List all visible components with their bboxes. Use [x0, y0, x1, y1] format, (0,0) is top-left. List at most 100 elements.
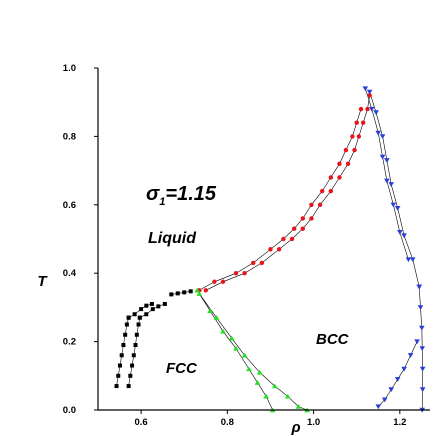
square-marker [175, 291, 180, 296]
square-marker [126, 384, 131, 389]
square-marker [124, 322, 129, 327]
square-marker [132, 312, 137, 317]
circle-marker [345, 161, 351, 166]
circle-marker [365, 106, 370, 112]
square-marker [116, 373, 121, 378]
circle-marker [328, 188, 334, 194]
square-marker [123, 332, 128, 337]
plot-frame [97, 68, 430, 411]
triangle-down-marker [417, 305, 424, 310]
triangle-down-marker [379, 134, 386, 139]
square-marker [144, 303, 149, 308]
triangle-down-marker [381, 397, 388, 403]
series-line [205, 95, 370, 291]
triangle-down-marker [397, 229, 403, 235]
circle-marker [268, 247, 273, 252]
series-line [378, 341, 418, 407]
triangle-up-marker [233, 345, 239, 351]
triangle-down-marker [394, 377, 401, 382]
triangle-down-marker [407, 353, 414, 358]
triangle-down-marker [366, 89, 373, 95]
triangle-down-marker [405, 257, 412, 263]
triangle-down-marker [416, 284, 423, 290]
triangle-down-marker [384, 178, 390, 184]
axis-ticks: 0.6 0.8 1.0 1.2 0.0 0.2 0.4 0.6 0.8 1.0 [63, 63, 407, 428]
circle-marker [309, 216, 314, 221]
series-line [196, 290, 273, 411]
circle-marker [300, 226, 306, 231]
triangle-down-marker [375, 404, 382, 410]
square-marker [130, 363, 135, 368]
square-marker [150, 307, 155, 312]
triangle-up-marker [295, 403, 302, 409]
square-marker [126, 315, 131, 320]
circle-marker [343, 147, 349, 153]
circle-marker [309, 202, 314, 207]
triangle-down-marker [394, 206, 401, 211]
circle-marker [220, 279, 226, 284]
square-marker [119, 353, 124, 358]
circle-marker [337, 175, 342, 180]
circle-marker [259, 260, 265, 266]
x-tick-label: 1.2 [393, 417, 406, 428]
square-marker [149, 301, 154, 306]
square-marker [136, 322, 141, 327]
triangle-down-marker [390, 202, 397, 208]
triangle-up-marker [213, 315, 220, 320]
triangle-down-marker [409, 257, 416, 263]
triangle-up-marker [263, 393, 269, 399]
circle-marker [352, 147, 357, 153]
triangle-down-marker [384, 158, 390, 163]
square-marker [128, 373, 133, 378]
circle-marker [350, 134, 355, 139]
circle-marker [291, 226, 297, 231]
square-marker [188, 289, 193, 294]
series-line [199, 108, 362, 291]
triangle-down-marker [419, 325, 425, 331]
triangle-up-marker [271, 383, 278, 389]
square-marker [156, 304, 161, 309]
square-marker [131, 353, 136, 358]
sigma-value: =1.15 [165, 183, 216, 205]
sigma-subscript: 1 [159, 196, 165, 208]
x-tick-label: 1.0 [307, 417, 320, 428]
y-tick-label: 0.6 [63, 200, 76, 211]
circle-marker [317, 202, 323, 207]
y-axis-title: T [37, 273, 48, 290]
circle-marker [300, 216, 306, 221]
square-marker [162, 301, 167, 306]
sigma-annotation: σ1=1.15 [146, 183, 217, 208]
triangle-down-marker [401, 366, 407, 372]
square-marker [133, 343, 138, 348]
square-marker [139, 307, 144, 312]
square-marker [134, 332, 139, 337]
triangle-up-marker [241, 352, 248, 358]
triangle-down-marker [401, 233, 407, 239]
circle-marker [354, 120, 359, 125]
triangle-up-marker [246, 366, 252, 372]
series-line [365, 88, 409, 260]
circle-marker [203, 288, 208, 293]
series-markers [114, 86, 426, 413]
circle-marker [281, 236, 286, 242]
x-tick-label: 0.8 [221, 417, 234, 428]
fcc-label: FCC [166, 360, 198, 377]
triangle-down-marker [414, 339, 420, 345]
circle-marker [276, 247, 282, 252]
triangle-up-marker [228, 335, 235, 341]
triangle-down-marker [419, 346, 426, 352]
triangle-up-marker [194, 287, 200, 293]
square-marker [114, 384, 119, 389]
series-line [199, 293, 308, 411]
square-marker [117, 363, 122, 368]
x-axis-title: ρ [290, 419, 300, 436]
triangle-down-marker [373, 110, 379, 116]
circle-marker [358, 106, 364, 112]
triangle-up-marker [207, 308, 213, 314]
y-tick-label: 0.4 [63, 268, 77, 279]
circle-marker [233, 271, 239, 276]
circle-marker [212, 279, 217, 284]
triangle-down-marker [388, 182, 394, 187]
circle-marker [328, 175, 334, 180]
triangle-down-marker [388, 387, 394, 393]
